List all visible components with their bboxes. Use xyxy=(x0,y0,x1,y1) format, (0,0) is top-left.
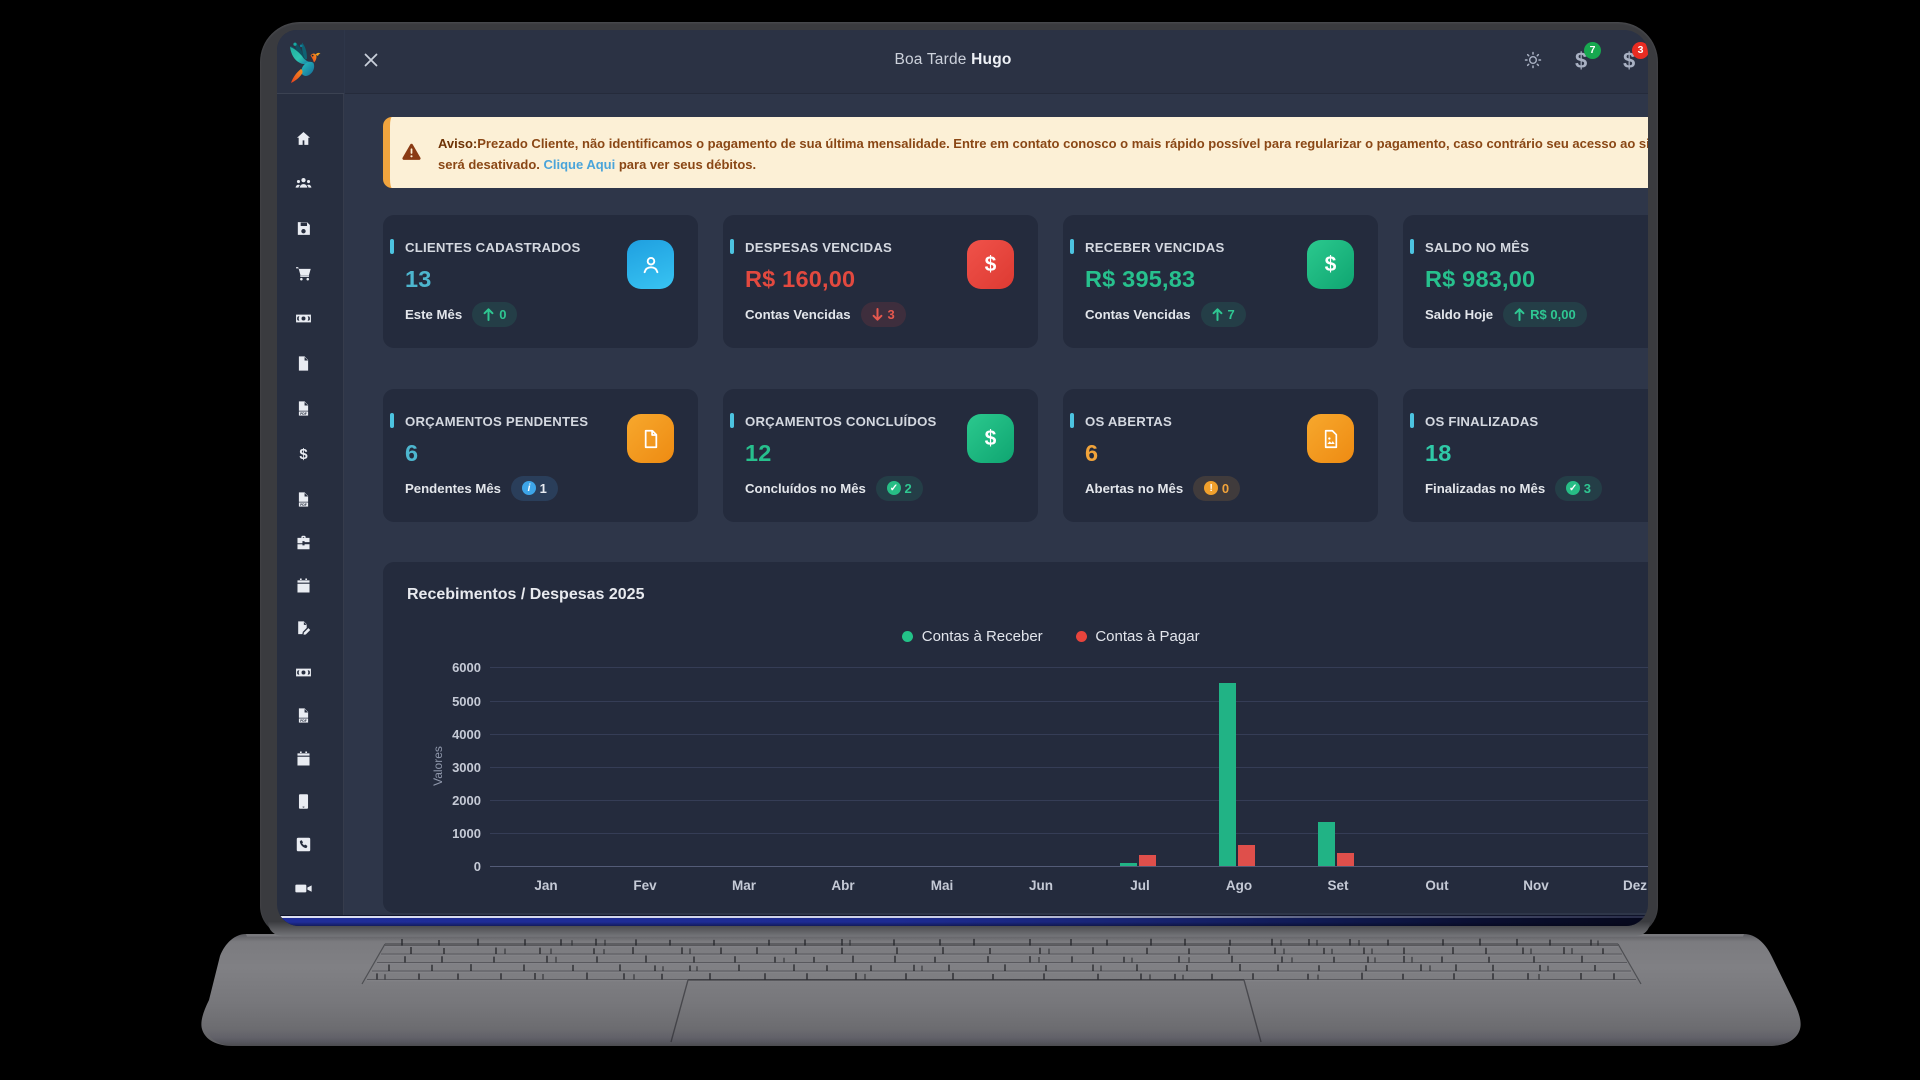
svg-text:$: $ xyxy=(299,446,308,461)
svg-text:PDF: PDF xyxy=(300,719,307,723)
svg-text:PDF: PDF xyxy=(300,503,307,507)
svg-text:PDF: PDF xyxy=(300,411,307,415)
